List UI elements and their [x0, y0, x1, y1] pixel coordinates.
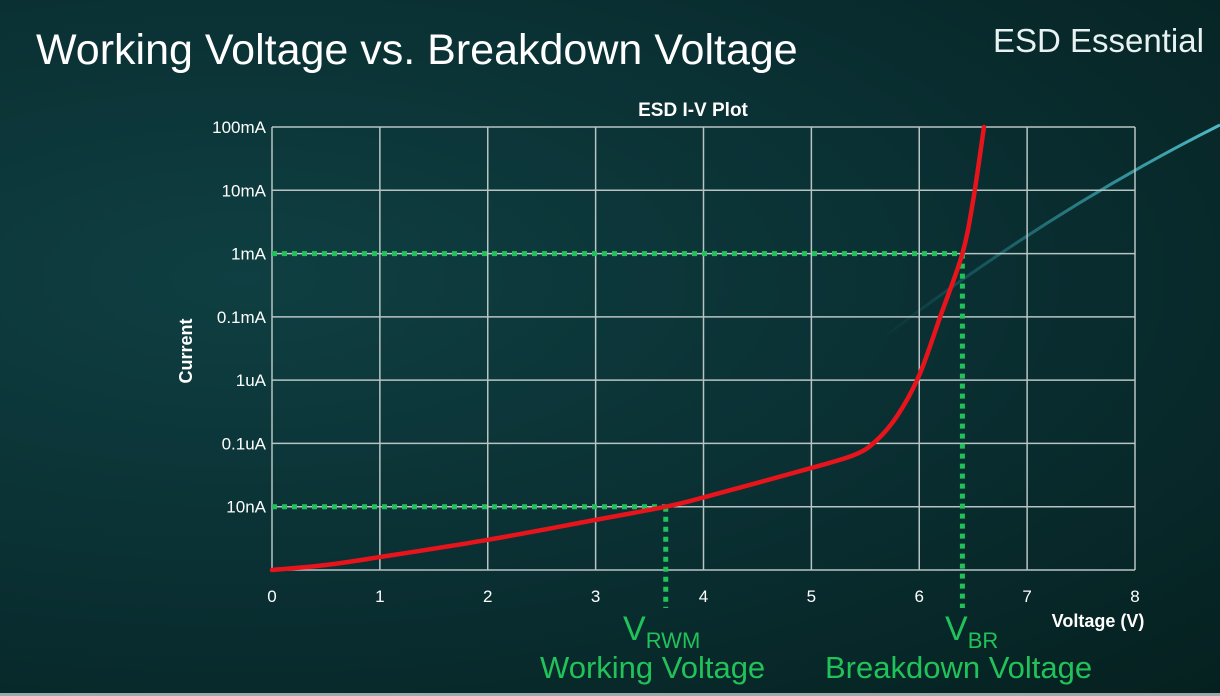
- x-tick-label: 0: [267, 587, 276, 606]
- working-voltage-label: Working Voltage: [540, 650, 766, 685]
- x-tick-label: 1: [375, 587, 384, 606]
- y-axis-label: Current: [176, 318, 196, 383]
- vrwm-v: V: [623, 610, 646, 648]
- x-tick-label: 8: [1130, 587, 1139, 606]
- x-tick-label: 7: [1022, 587, 1031, 606]
- vbr-v: V: [945, 610, 968, 648]
- vrwm-subscript: RWM: [645, 628, 701, 653]
- y-tick-label: 1uA: [236, 371, 267, 390]
- y-tick-label: 0.1mA: [217, 308, 267, 327]
- decorative-light-streak: [879, 123, 1220, 342]
- x-tick-label: 2: [483, 587, 492, 606]
- chart-title: ESD I-V Plot: [638, 100, 748, 121]
- vbr-subscript: BR: [967, 628, 999, 653]
- x-axis-label: Voltage (V): [1052, 611, 1145, 631]
- iv-curve: [269, 124, 987, 573]
- y-tick-label: 10nA: [226, 498, 266, 517]
- vbr-symbol: VBR: [945, 610, 998, 654]
- brand-logo-text: ESD Essential: [993, 22, 1204, 59]
- x-tick-label: 4: [699, 587, 708, 606]
- x-tick-label: 6: [915, 587, 924, 606]
- y-tick-label: 10mA: [222, 181, 267, 200]
- slide-title: Working Voltage vs. Breakdown Voltage: [36, 26, 798, 74]
- bottom-border: [0, 693, 1220, 696]
- y-tick-label: 1mA: [231, 245, 267, 264]
- breakdown-voltage-label: Breakdown Voltage: [825, 650, 1093, 685]
- vrwm-symbol: VRWM: [623, 610, 700, 654]
- x-tick-label: 3: [591, 587, 600, 606]
- y-tick-label: 0.1uA: [222, 434, 267, 453]
- y-tick-label: 100mA: [212, 118, 267, 137]
- x-tick-label: 5: [807, 587, 816, 606]
